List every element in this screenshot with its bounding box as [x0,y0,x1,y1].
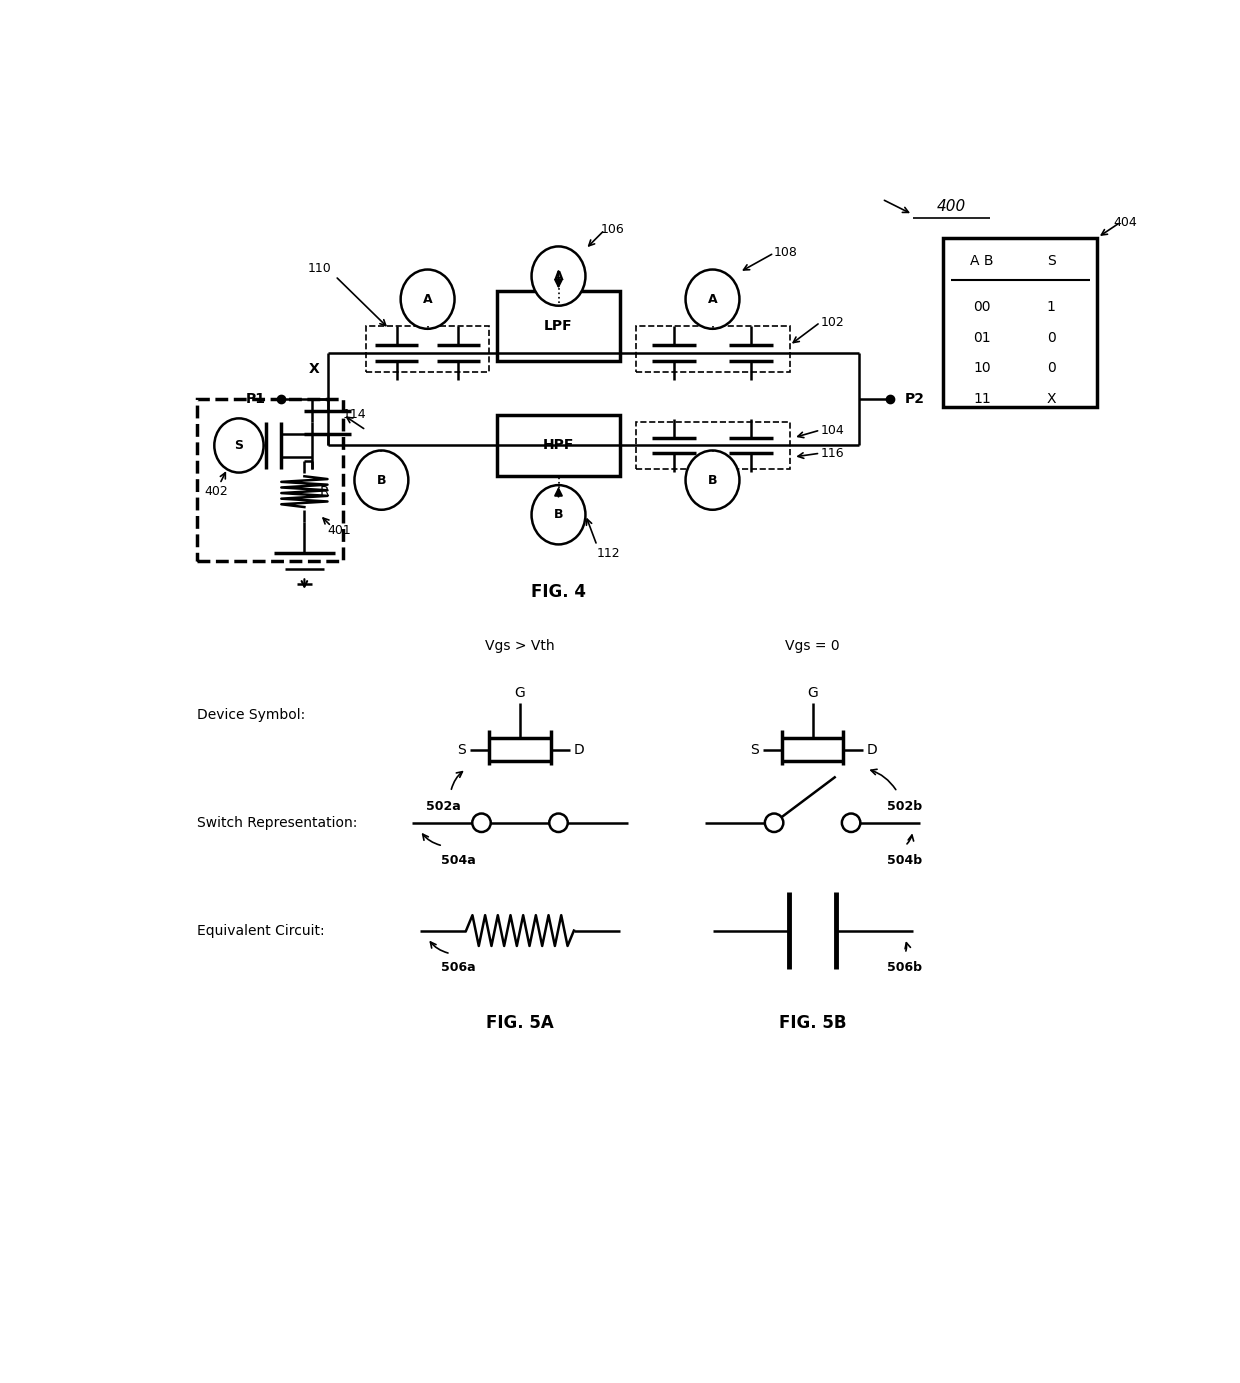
Text: Device Symbol:: Device Symbol: [197,708,305,722]
Text: A B: A B [970,253,993,268]
Text: LPF: LPF [544,319,573,333]
Text: A: A [708,293,717,306]
Text: Vgs > Vth: Vgs > Vth [485,639,554,653]
Text: 102: 102 [821,315,844,329]
Text: P1: P1 [246,393,265,407]
Text: 110: 110 [308,261,331,275]
Text: P2: P2 [905,393,925,407]
Text: S: S [1047,253,1055,268]
Text: B: B [554,509,563,521]
Text: D: D [867,743,877,757]
Text: G: G [807,686,818,700]
Ellipse shape [401,270,455,329]
Text: 10: 10 [973,361,991,375]
Text: 108: 108 [774,246,799,260]
Text: 401: 401 [327,524,351,537]
Text: FIG. 4: FIG. 4 [531,582,587,600]
Bar [635,326,790,372]
Text: 504a: 504a [441,853,476,867]
Text: 116: 116 [821,447,844,459]
Circle shape [765,813,784,833]
Text: S: S [750,743,759,757]
Bar [197,400,343,561]
Text: X: X [1047,393,1056,407]
Text: G: G [515,686,526,700]
Text: S: S [458,743,466,757]
Text: 114: 114 [343,408,367,422]
Ellipse shape [532,485,585,545]
Text: HPF: HPF [543,438,574,452]
Text: 402: 402 [205,485,228,498]
Text: 112: 112 [596,546,621,560]
Ellipse shape [355,451,408,510]
Text: 1: 1 [1047,300,1055,314]
Text: 502b: 502b [888,799,923,813]
Text: 11: 11 [973,393,991,407]
Bar [635,422,790,469]
Text: Vgs = 0: Vgs = 0 [785,639,839,653]
Bar [366,326,490,372]
Ellipse shape [686,451,739,510]
Text: B: B [377,473,386,487]
Circle shape [472,813,491,833]
Text: 506b: 506b [888,961,923,975]
Text: 00: 00 [973,300,991,314]
Text: Switch Representation:: Switch Representation: [197,816,357,830]
Text: 506a: 506a [441,961,476,975]
Text: 0: 0 [1047,361,1055,375]
Text: B: B [708,473,717,487]
Text: 502a: 502a [425,799,460,813]
Text: 106: 106 [600,224,624,236]
Text: S: S [234,438,243,452]
Bar [944,238,1097,407]
Text: A: A [423,293,433,306]
Text: 504b: 504b [888,853,923,867]
Text: FIG. 5B: FIG. 5B [779,1014,847,1032]
Text: 400: 400 [936,199,966,214]
Text: Equivalent Circuit:: Equivalent Circuit: [197,924,324,938]
Text: R: R [320,484,330,499]
Text: 404: 404 [1112,216,1137,228]
Text: 104: 104 [821,423,844,437]
Bar [497,415,620,476]
Ellipse shape [215,419,264,473]
Text: 0: 0 [1047,331,1055,344]
Ellipse shape [686,270,739,329]
Circle shape [842,813,861,833]
Text: X: X [309,362,320,376]
Text: D: D [574,743,584,757]
Bar [497,292,620,361]
Circle shape [549,813,568,833]
Ellipse shape [532,246,585,306]
Text: 01: 01 [973,331,991,344]
Text: A: A [554,270,563,282]
Text: FIG. 5A: FIG. 5A [486,1014,554,1032]
